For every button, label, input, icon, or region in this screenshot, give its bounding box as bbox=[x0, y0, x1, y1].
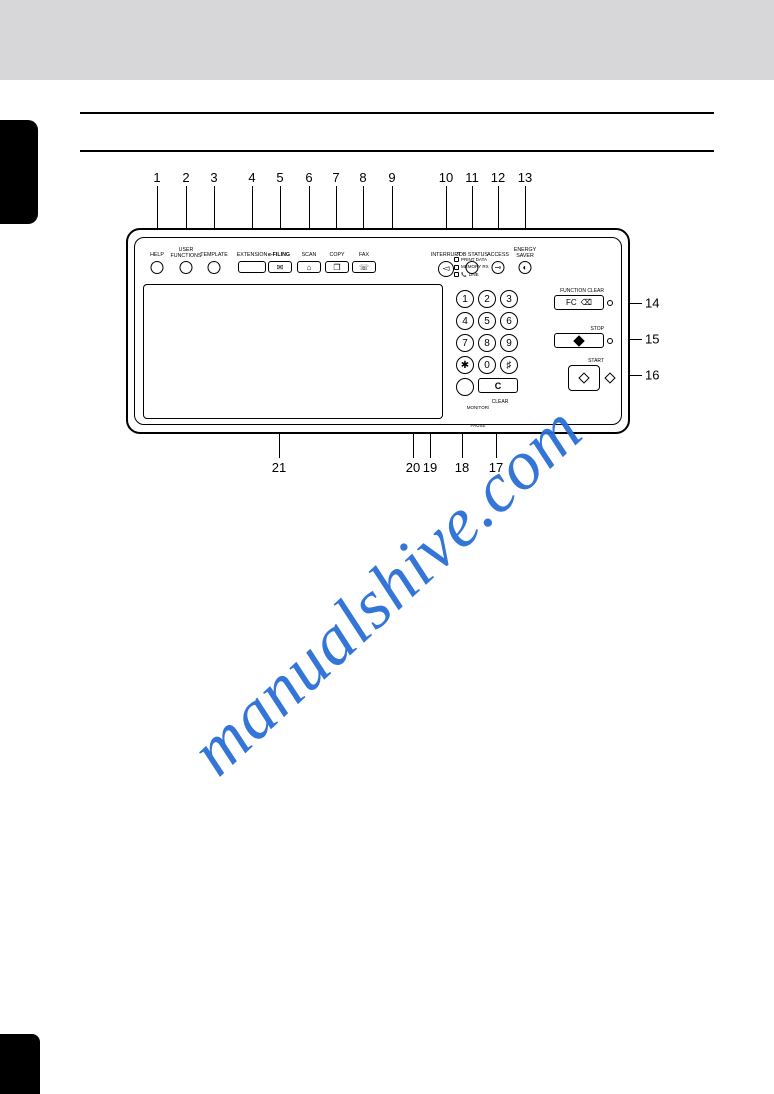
callout-7: 7 bbox=[332, 170, 339, 185]
horizontal-rule-1 bbox=[80, 112, 714, 114]
key-9[interactable]: 9 bbox=[500, 334, 518, 352]
callout-6: 6 bbox=[305, 170, 312, 185]
callout-17: 17 bbox=[489, 460, 503, 475]
key-7[interactable]: 7 bbox=[456, 334, 474, 352]
access-icon: ⊸ bbox=[495, 263, 502, 272]
label-help: HELP bbox=[150, 253, 164, 259]
monitor-pause-button[interactable] bbox=[456, 378, 474, 396]
label-clear: CLEAR bbox=[480, 399, 520, 405]
callout-16: 16 bbox=[645, 368, 659, 383]
interrupt-button[interactable]: ◅ bbox=[438, 261, 454, 277]
callout-8: 8 bbox=[359, 170, 366, 185]
callout-3: 3 bbox=[210, 170, 217, 185]
callout-20: 20 bbox=[406, 460, 420, 475]
copy-icon: ❐ bbox=[333, 262, 340, 274]
key-1[interactable]: 1 bbox=[456, 290, 474, 308]
help-button[interactable] bbox=[151, 261, 164, 274]
fax-icon: ☏ bbox=[359, 262, 369, 274]
callout-21: 21 bbox=[272, 460, 286, 475]
label-function-clear: FUNCTION CLEAR bbox=[540, 288, 604, 294]
lamp-memory-rx: MEMORY RX bbox=[454, 264, 492, 269]
efiling-button[interactable]: ✉ bbox=[268, 261, 292, 273]
callout-13: 13 bbox=[518, 170, 532, 185]
touch-screen[interactable] bbox=[143, 284, 443, 419]
lamp-print-data: PRINT DATA bbox=[454, 257, 492, 262]
key-6[interactable]: 6 bbox=[500, 312, 518, 330]
side-tab-chapter bbox=[0, 120, 38, 224]
interrupt-icon: ◅ bbox=[443, 263, 450, 274]
label-copy: COPY bbox=[329, 253, 344, 259]
key-star[interactable]: ✱ bbox=[456, 356, 474, 374]
copy-button[interactable]: ❐ bbox=[325, 261, 349, 273]
key-0[interactable]: 0 bbox=[478, 356, 496, 374]
key-3[interactable]: 3 bbox=[500, 290, 518, 308]
efiling-icon: ✉ bbox=[277, 262, 284, 274]
lamp-line: 📞LINE bbox=[454, 272, 492, 277]
callout-9: 9 bbox=[388, 170, 395, 185]
stop-led bbox=[607, 338, 613, 344]
watermark: manualshive.com bbox=[176, 390, 598, 792]
access-button[interactable]: ⊸ bbox=[492, 261, 505, 274]
stop-button[interactable] bbox=[554, 333, 604, 348]
clear-button[interactable]: C bbox=[478, 378, 518, 393]
eraser-icon: ⌫ bbox=[581, 298, 592, 307]
callout-2: 2 bbox=[182, 170, 189, 185]
label-energy-saver: ENERGY SAVER bbox=[514, 248, 536, 259]
key-8[interactable]: 8 bbox=[478, 334, 496, 352]
label-fax: FAX bbox=[359, 253, 369, 259]
key-5[interactable]: 5 bbox=[478, 312, 496, 330]
start-led bbox=[604, 372, 615, 383]
label-scan: SCAN bbox=[302, 253, 317, 259]
callout-19: 19 bbox=[423, 460, 437, 475]
numeric-keypad: 1 2 3 4 5 6 7 8 9 ✱ 0 ♯ C bbox=[456, 290, 524, 400]
status-lamps: PRINT DATA MEMORY RX 📞LINE bbox=[454, 257, 492, 279]
side-tab-pagenum bbox=[0, 1034, 40, 1094]
function-clear-group: FUNCTION CLEAR FC ⌫ bbox=[540, 288, 618, 310]
fc-led bbox=[607, 300, 613, 306]
start-button[interactable] bbox=[568, 365, 600, 391]
extension-button[interactable] bbox=[238, 261, 266, 273]
horizontal-rule-2 bbox=[80, 150, 714, 152]
scan-button[interactable]: ⌂ bbox=[297, 261, 321, 273]
header-band bbox=[0, 0, 774, 80]
label-extension: EXTENSION bbox=[237, 253, 268, 259]
callout-5: 5 bbox=[276, 170, 283, 185]
callout-12: 12 bbox=[491, 170, 505, 185]
callout-14: 14 bbox=[645, 296, 659, 311]
label-start: START bbox=[540, 358, 604, 364]
stop-icon bbox=[573, 335, 584, 346]
callout-18: 18 bbox=[455, 460, 469, 475]
stop-group: STOP bbox=[540, 326, 618, 348]
energy-saver-icon: ◐ bbox=[523, 263, 528, 272]
user-functions-button[interactable] bbox=[180, 261, 193, 274]
scan-icon: ⌂ bbox=[307, 262, 312, 274]
function-clear-button[interactable]: FC ⌫ bbox=[554, 295, 604, 310]
label-efiling: e-FILING bbox=[268, 253, 290, 259]
key-2[interactable]: 2 bbox=[478, 290, 496, 308]
callout-15: 15 bbox=[645, 332, 659, 347]
label-user-functions: USER FUNCTIONS bbox=[171, 248, 202, 259]
control-panel: HELP USER FUNCTIONS TEMPLATE EXTENSION e… bbox=[126, 228, 630, 434]
start-group: START bbox=[540, 358, 618, 391]
start-icon bbox=[578, 372, 589, 383]
fax-button[interactable]: ☏ bbox=[352, 261, 376, 273]
key-4[interactable]: 4 bbox=[456, 312, 474, 330]
label-template: TEMPLATE bbox=[200, 253, 228, 259]
callout-4: 4 bbox=[248, 170, 255, 185]
energy-saver-button[interactable]: ◐ bbox=[519, 261, 532, 274]
callout-1: 1 bbox=[153, 170, 160, 185]
template-button[interactable] bbox=[208, 261, 221, 274]
callout-11: 11 bbox=[465, 170, 479, 185]
key-hash[interactable]: ♯ bbox=[500, 356, 518, 374]
label-stop: STOP bbox=[540, 326, 604, 332]
callout-10: 10 bbox=[439, 170, 453, 185]
